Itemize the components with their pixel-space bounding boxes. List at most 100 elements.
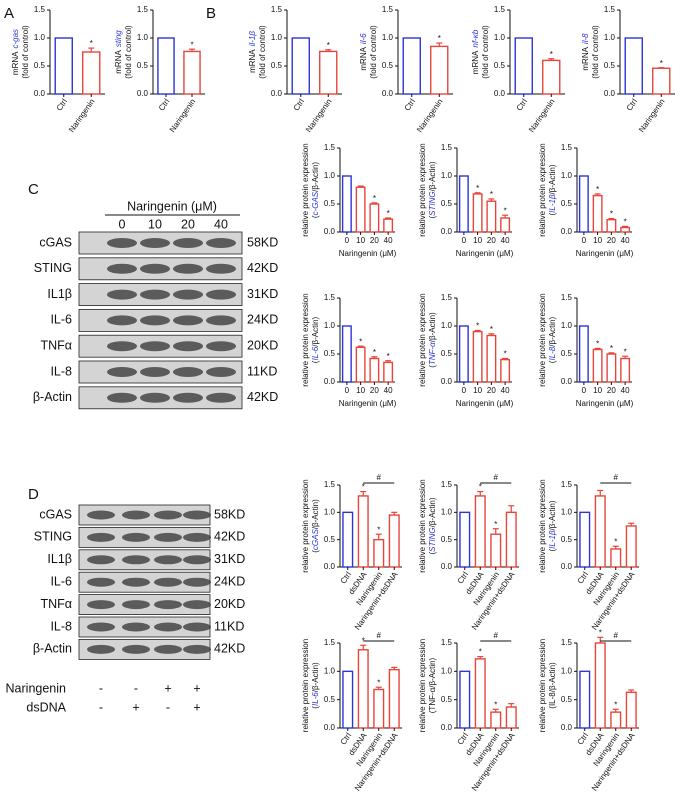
protein-label: TNFα bbox=[40, 597, 72, 611]
y-tick-label: 1.0 bbox=[561, 321, 573, 330]
bar bbox=[514, 37, 533, 95]
x-tick-label: 10 bbox=[593, 386, 602, 395]
bar bbox=[579, 511, 591, 568]
y-axis-label: (TNF-α/β-Actin) bbox=[428, 657, 437, 713]
comparison-label: # bbox=[377, 631, 382, 640]
y-axis-label: (IL-6/β-Actin) bbox=[311, 316, 320, 363]
blot-band bbox=[140, 315, 170, 326]
y-axis-label-part: /β-Actin) bbox=[428, 497, 437, 527]
bar bbox=[341, 325, 352, 383]
blot-band bbox=[183, 644, 211, 654]
y-axis-label-part: STING bbox=[428, 191, 437, 215]
bar bbox=[291, 37, 310, 95]
x-tick-label: 10 bbox=[473, 236, 482, 245]
y-tick-label: 0.5 bbox=[561, 199, 573, 208]
size-label: 31KD bbox=[214, 552, 245, 566]
blot-band bbox=[154, 622, 182, 632]
bar bbox=[592, 348, 603, 383]
bar bbox=[472, 193, 483, 233]
x-axis-label: Naringenin (μM) bbox=[456, 249, 514, 258]
y-tick-label: 1.0 bbox=[324, 507, 336, 516]
x-tick-label: Ctrl bbox=[292, 97, 307, 113]
x-tick-label: Naringenin bbox=[637, 97, 667, 134]
bar bbox=[578, 325, 589, 383]
y-axis-label-part: /β-Actin) bbox=[311, 162, 320, 192]
y-axis-label-part: ( bbox=[311, 550, 320, 553]
y-tick-label: 1.5 bbox=[441, 638, 453, 647]
significance-mark: * bbox=[479, 483, 482, 492]
blot-band bbox=[107, 315, 137, 326]
x-axis-label: Naringenin (μM) bbox=[456, 399, 514, 408]
blot-band bbox=[87, 532, 115, 542]
panel-letter: A bbox=[4, 5, 14, 22]
bar bbox=[624, 37, 643, 95]
bar bbox=[458, 175, 469, 233]
blot-band bbox=[107, 289, 137, 300]
blot-band bbox=[107, 392, 137, 403]
blot-band bbox=[154, 555, 182, 565]
x-tick-label: Ctrl bbox=[55, 97, 70, 113]
significance-mark: * bbox=[490, 190, 493, 199]
blot-band bbox=[87, 600, 115, 610]
y-axis-label: (fold of control) bbox=[591, 25, 600, 79]
blot-band bbox=[107, 341, 137, 352]
x-tick-label: 40 bbox=[621, 386, 630, 395]
x-tick-label: 20 bbox=[370, 386, 379, 395]
significance-mark: * bbox=[362, 483, 365, 492]
y-axis-label-part: ( bbox=[548, 212, 557, 215]
y-axis-label: mRNA il-1β bbox=[248, 31, 257, 73]
x-tick-label: 20 bbox=[370, 236, 379, 245]
blot-band bbox=[107, 238, 137, 248]
y-axis-label-part: (fold of control) bbox=[591, 25, 600, 79]
treatment-label: Naringenin bbox=[6, 681, 67, 695]
x-tick-label: 0 bbox=[345, 386, 350, 395]
lane-label: 20 bbox=[181, 217, 195, 231]
y-axis-label-part: (TNF-α/β-Actin) bbox=[428, 657, 437, 713]
panel-letter: C bbox=[28, 181, 39, 198]
y-tick-label: 1.5 bbox=[324, 638, 336, 647]
y-tick-label: 1.0 bbox=[561, 507, 573, 516]
size-label: 11KD bbox=[247, 364, 277, 378]
size-label: 20KD bbox=[214, 597, 245, 611]
bar bbox=[402, 37, 421, 95]
blot-band bbox=[154, 600, 182, 610]
comparison-label: # bbox=[614, 473, 619, 482]
bar bbox=[594, 495, 606, 568]
x-tick-label: 0 bbox=[462, 386, 467, 395]
y-tick-label: 0.5 bbox=[324, 535, 336, 544]
bar bbox=[490, 533, 502, 568]
y-tick-label: 1.0 bbox=[324, 171, 336, 180]
treatment-sign: - bbox=[134, 681, 138, 695]
y-axis-label: relative protein expression bbox=[418, 639, 427, 732]
significance-mark: * bbox=[377, 678, 380, 687]
y-tick-label: 0.5 bbox=[137, 61, 149, 70]
y-tick-label: 1.5 bbox=[561, 638, 573, 647]
bar bbox=[610, 711, 622, 729]
protein-label: IL-8 bbox=[50, 619, 72, 633]
lane-label: 0 bbox=[119, 217, 126, 231]
y-tick-label: 1.0 bbox=[441, 321, 453, 330]
y-axis-label-part: ( bbox=[311, 215, 320, 218]
bar bbox=[620, 226, 631, 233]
y-tick-label: 0.5 bbox=[561, 349, 573, 358]
y-axis-label-part: /β-Actin) bbox=[548, 316, 557, 346]
significance-mark: * bbox=[610, 344, 613, 353]
x-tick-label: 10 bbox=[473, 386, 482, 395]
y-axis-label-part: relative protein expression bbox=[418, 479, 427, 572]
y-axis-label: (fold of control) bbox=[258, 25, 267, 79]
protein-label: IL-6 bbox=[50, 574, 72, 588]
protein-label: STING bbox=[34, 530, 72, 544]
y-axis-label-part: IL-8 bbox=[548, 346, 557, 360]
x-tick-label: 20 bbox=[487, 386, 496, 395]
y-tick-label: 0.0 bbox=[561, 377, 573, 386]
y-axis-label-part: relative protein expression bbox=[301, 639, 310, 732]
y-tick-label: 0.0 bbox=[441, 723, 453, 732]
y-tick-label: 1.0 bbox=[561, 666, 573, 675]
x-tick-label: 0 bbox=[582, 386, 587, 395]
significance-mark: * bbox=[359, 337, 362, 346]
blot-band bbox=[173, 238, 203, 248]
blot-band bbox=[173, 341, 203, 352]
size-label: 31KD bbox=[247, 287, 278, 301]
blot-band bbox=[154, 532, 182, 542]
blot-band bbox=[107, 263, 137, 274]
